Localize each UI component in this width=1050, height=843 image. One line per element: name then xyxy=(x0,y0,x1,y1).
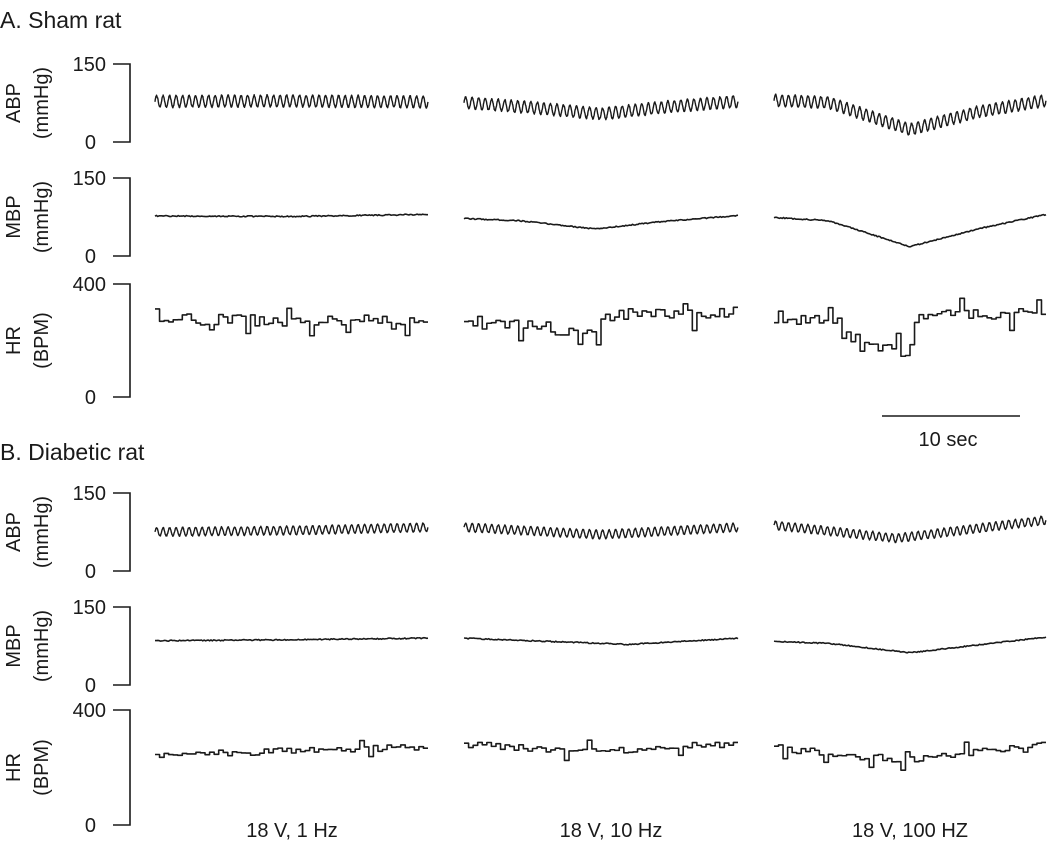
tick-label: 0 xyxy=(85,387,96,409)
trace-abp-2 xyxy=(463,95,739,121)
y-axis-unit: (mmHg) xyxy=(31,67,53,139)
tick-label: 150 xyxy=(73,483,106,505)
tick-label: 150 xyxy=(73,54,106,76)
tick-label: 400 xyxy=(73,274,106,296)
trace-hr-2 xyxy=(464,303,738,346)
trace-mbp-2 xyxy=(463,637,739,646)
y-axis-hr xyxy=(113,283,131,398)
y-axis-unit: (BPM) xyxy=(31,312,53,369)
y-axis-unit: (mmHg) xyxy=(31,610,53,682)
tick-label: 0 xyxy=(85,815,96,837)
y-axis-abp xyxy=(113,492,131,572)
trace-mbp-3 xyxy=(773,636,1047,654)
y-axis-label: ABP xyxy=(3,83,25,123)
y-axis-label: MBP xyxy=(3,624,25,667)
y-axis-label: HR xyxy=(3,753,25,782)
y-axis-unit: (mmHg) xyxy=(31,496,53,568)
y-axis-mbp xyxy=(113,177,131,257)
trace-hr-1 xyxy=(155,307,428,337)
trace-mbp-1 xyxy=(154,636,429,642)
trace-mbp-3 xyxy=(773,213,1047,248)
tick-label: 0 xyxy=(85,132,96,154)
y-axis-label: ABP xyxy=(3,512,25,552)
tick-label: 150 xyxy=(73,168,106,190)
y-axis-label: HR xyxy=(3,326,25,355)
y-axis-unit: (mmHg) xyxy=(31,181,53,253)
panel-title: B. Diabetic rat xyxy=(0,439,145,465)
trace-mbp-2 xyxy=(463,214,739,230)
tick-label: 0 xyxy=(85,246,96,268)
y-axis-unit: (BPM) xyxy=(31,739,53,796)
tick-label: 0 xyxy=(85,561,96,583)
trace-hr-1 xyxy=(155,739,428,759)
trace-abp-3 xyxy=(773,515,1047,544)
tick-label: 150 xyxy=(73,597,106,619)
trace-abp-1 xyxy=(154,93,429,109)
time-scale-label: 10 sec xyxy=(919,429,978,451)
trace-abp-3 xyxy=(773,93,1047,136)
trace-abp-2 xyxy=(463,522,739,540)
y-axis-label: MBP xyxy=(3,195,25,238)
condition-label: 18 V, 100 HZ xyxy=(852,820,968,842)
y-axis-mbp xyxy=(113,606,131,686)
trace-hr-3 xyxy=(774,297,1046,358)
figure-root: A. Sham rat 150 0 ABP (mmHg) 150 0 MBP (mmHg) 400… xyxy=(0,7,1047,842)
panel-title: A. Sham rat xyxy=(0,7,122,33)
condition-label: 18 V, 10 Hz xyxy=(560,820,663,842)
tick-label: 400 xyxy=(73,700,106,722)
trace-hr-3 xyxy=(774,741,1046,771)
tick-label: 0 xyxy=(85,675,96,697)
trace-hr-2 xyxy=(464,739,738,762)
trace-abp-1 xyxy=(154,522,429,538)
y-axis-hr xyxy=(113,709,131,826)
condition-label: 18 V, 1 Hz xyxy=(246,820,338,842)
trace-mbp-1 xyxy=(154,213,429,218)
y-axis-abp xyxy=(113,63,131,143)
